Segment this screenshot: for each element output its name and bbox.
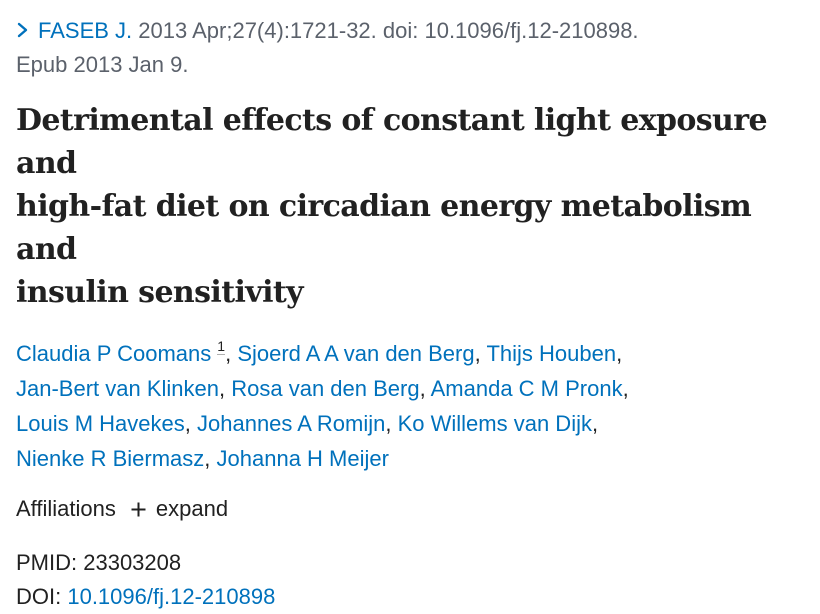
- author-separator: ,: [385, 411, 392, 436]
- article-title: Detrimental effects of constant light ex…: [16, 99, 806, 314]
- author-link[interactable]: Ko Willems van Dijk: [397, 411, 592, 436]
- citation-details: 2013 Apr;27(4):1721-32. doi: 10.1096/fj.…: [132, 18, 639, 43]
- affiliation-ref[interactable]: 1: [217, 338, 226, 355]
- author-separator: ,: [622, 376, 629, 401]
- title-line-3: insulin sensitivity: [16, 275, 304, 310]
- article-page: FASEB J. 2013 Apr;27(4):1721-32. doi: 10…: [16, 14, 806, 614]
- author-link[interactable]: Johannes A Romijn: [197, 411, 386, 436]
- plus-icon: [130, 501, 147, 518]
- pmid-line: PMID: 23303208: [16, 546, 806, 580]
- author-link[interactable]: Jan-Bert van Klinken: [16, 376, 219, 401]
- author-separator: ,: [474, 341, 481, 366]
- epub-date: Epub 2013 Jan 9.: [16, 52, 189, 77]
- author-separator: ,: [591, 411, 599, 436]
- author-separator: ,: [616, 341, 623, 366]
- author-link[interactable]: Louis M Havekes: [16, 411, 185, 436]
- title-line-2: high-fat diet on circadian energy metabo…: [16, 189, 752, 267]
- doi-label: DOI:: [16, 584, 68, 609]
- affiliations-section: Affiliations expand: [16, 492, 806, 526]
- author-link[interactable]: Rosa van den Berg: [231, 376, 420, 401]
- author-link[interactable]: Sjoerd A A van den Berg: [237, 341, 475, 366]
- author-link[interactable]: Johanna H Meijer: [216, 446, 389, 471]
- doi-link[interactable]: 10.1096/fj.12-210898: [67, 584, 276, 609]
- author-separator: ,: [419, 376, 426, 401]
- author-link[interactable]: Claudia P Coomans: [16, 341, 212, 366]
- doi-line: DOI: 10.1096/fj.12-210898: [16, 580, 806, 614]
- expand-label: expand: [155, 496, 229, 521]
- citation-line: FASEB J. 2013 Apr;27(4):1721-32. doi: 10…: [16, 14, 806, 48]
- identifiers: PMID: 23303208 DOI: 10.1096/fj.12-210898: [16, 546, 806, 614]
- author-separator: ,: [204, 446, 211, 471]
- authors-list: Claudia P Coomans 1, Sjoerd A A van den B…: [16, 336, 806, 476]
- author-link[interactable]: Amanda C M Pronk: [430, 376, 623, 401]
- author-separator: ,: [225, 341, 232, 366]
- author-link[interactable]: Thijs Houben: [486, 341, 617, 366]
- expand-affiliations-button[interactable]: expand: [130, 496, 228, 521]
- author-link[interactable]: Nienke R Biermasz: [16, 446, 205, 471]
- pmid-value: 23303208: [83, 550, 182, 575]
- title-line-1: Detrimental effects of constant light ex…: [16, 103, 768, 181]
- chevron-right-icon[interactable]: [16, 21, 30, 39]
- pmid-label: PMID:: [16, 550, 84, 575]
- author-separator: ,: [219, 376, 226, 401]
- author-separator: ,: [184, 411, 191, 436]
- journal-link[interactable]: FASEB J.: [38, 18, 133, 43]
- affiliations-label: Affiliations: [16, 496, 116, 521]
